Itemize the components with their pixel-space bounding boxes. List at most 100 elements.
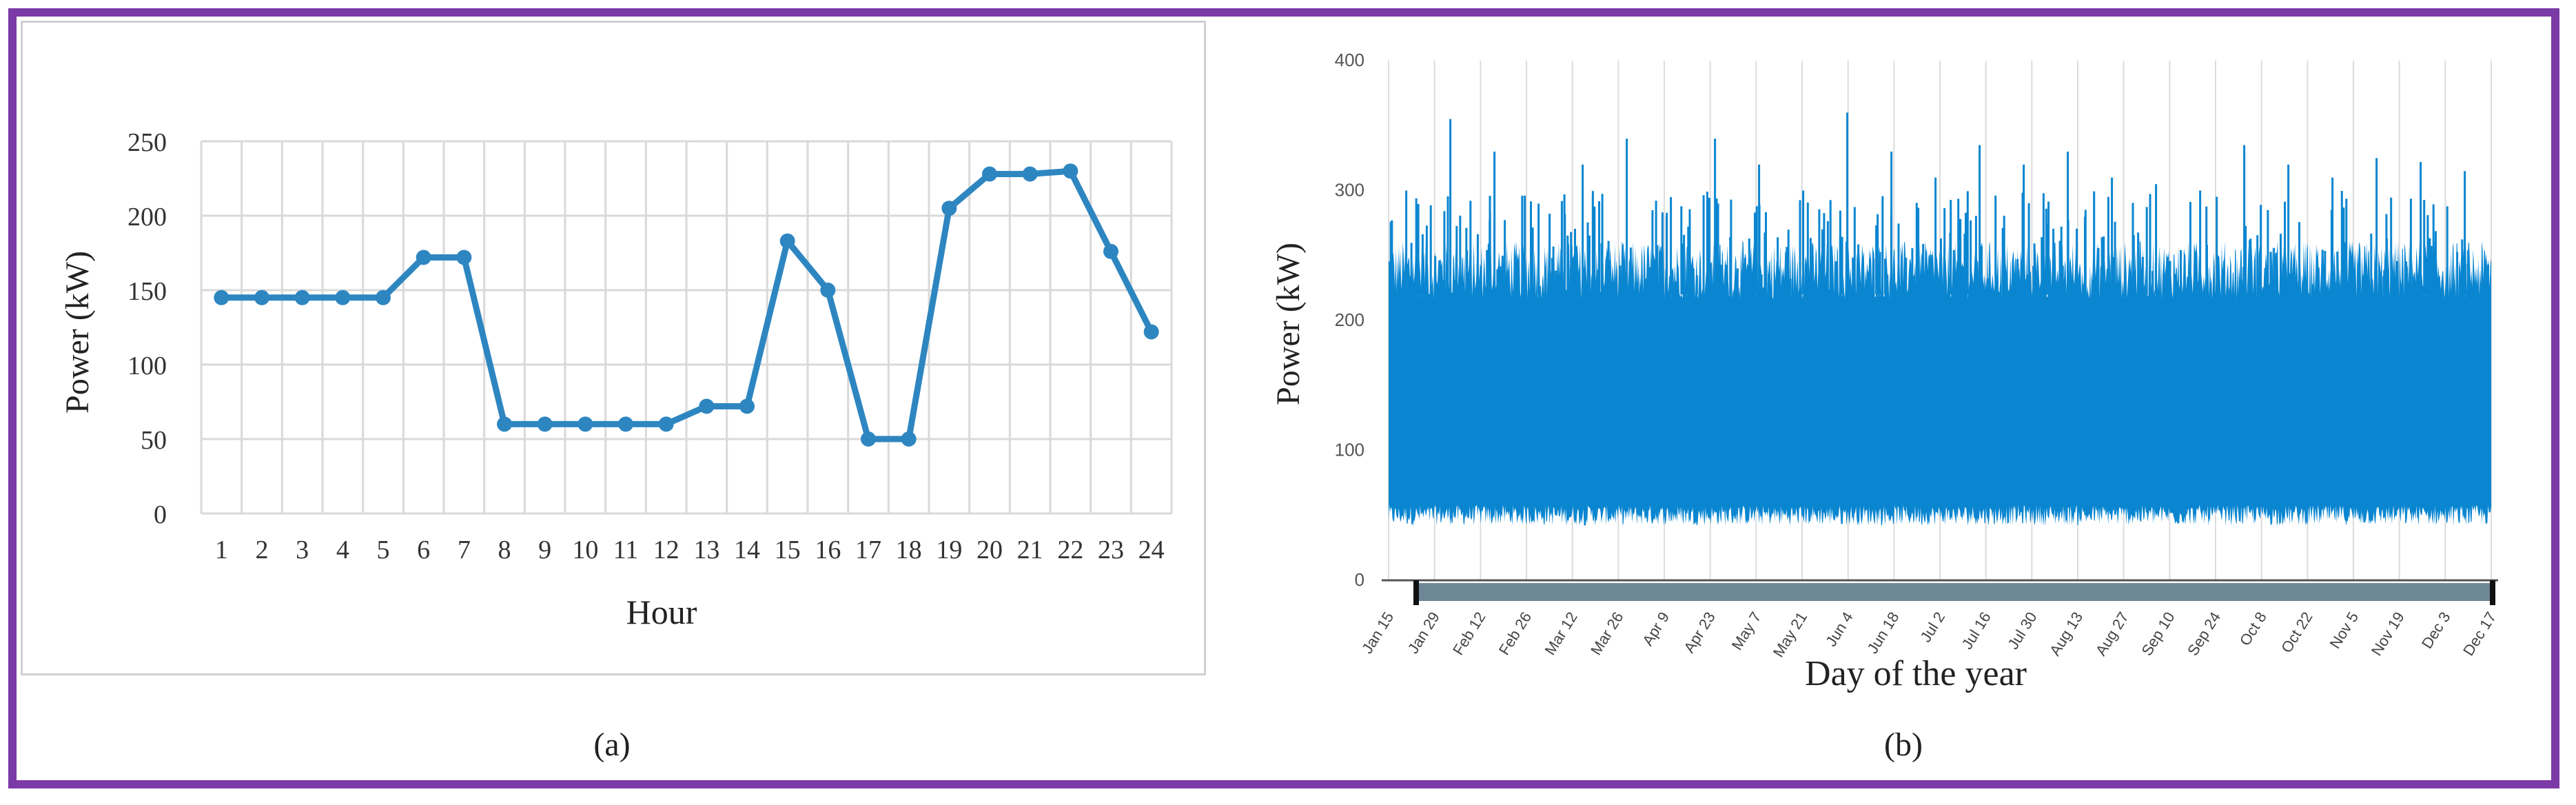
- panel-a-x-tick-label: 12: [653, 536, 679, 564]
- panel-b-scroll-handle-right[interactable]: [2490, 580, 2495, 605]
- panel-a-point: [294, 289, 310, 305]
- panel-b-y-tick-label: 100: [1335, 440, 1364, 460]
- panel-a-x-tick-label: 4: [336, 536, 349, 564]
- panel-b-x-tick-label: Mar 12: [1541, 609, 1580, 658]
- panel-b-x-tick-label: May 7: [1728, 609, 1765, 653]
- panel-a-point: [254, 289, 269, 305]
- panel-b-x-tick-label: Mar 26: [1587, 609, 1626, 658]
- panel-b-x-tick-label: Jan 15: [1358, 609, 1397, 656]
- panel-a-x-tick-label: 3: [296, 536, 309, 564]
- panel-a-x-tick-label: 10: [572, 536, 598, 564]
- panel-a-x-tick-label: 2: [256, 536, 269, 564]
- panel-a-x-tick-label: 15: [775, 536, 801, 564]
- panel-a-label: (a): [593, 726, 630, 763]
- panel-a-x-tick-label: 24: [1138, 536, 1165, 564]
- panel-b-x-tick-label: Nov 19: [2368, 609, 2408, 658]
- panel-b-x-axis-label: Day of the year: [1805, 654, 2027, 693]
- panel-a-x-tick-label: 13: [693, 536, 719, 564]
- panel-b-x-tick-label: Aug 27: [2092, 609, 2132, 658]
- panel-a-point: [577, 416, 593, 432]
- panel-a-x-tick-label: 1: [215, 536, 228, 564]
- panel-b-x-tick-label: Aug 13: [2046, 609, 2086, 658]
- panel-a-point: [497, 416, 512, 432]
- panel-b-x-tick-labels: Jan 15 Jan 29 Feb 12 Feb 26 Mar 12 Mar 26 Apr …: [1358, 609, 2500, 660]
- panel-b-y-tick-label: 200: [1335, 309, 1364, 330]
- panel-b-x-tick-label: Oct 8: [2236, 609, 2270, 649]
- panel-a-point: [1103, 243, 1118, 259]
- panel-a-x-tick-label: 5: [377, 536, 390, 564]
- panel-a-point: [376, 289, 391, 305]
- panel-a-point: [335, 289, 351, 305]
- panel-a-x-tick-label: 8: [498, 536, 511, 564]
- panel-a-point: [416, 249, 431, 265]
- panel-a-point: [1143, 324, 1159, 340]
- panel-a-point: [739, 398, 755, 414]
- panel-a-point: [456, 249, 472, 265]
- panel-a-y-tick-label: 0: [154, 500, 167, 529]
- panel-b-spikes: [1389, 112, 2489, 295]
- panel-b-y-tick-labels: 0 100 200 300 400: [1335, 50, 1364, 590]
- panel-b-x-tick-label: Jul 16: [1959, 609, 1994, 652]
- panel-b-x-tick-label: Dec 3: [2418, 609, 2454, 651]
- panel-a-x-tick-label: 11: [613, 536, 639, 564]
- panel-a-point: [537, 416, 553, 432]
- panel-a-y-tick-label: 100: [127, 351, 167, 380]
- panel-a-x-tick-label: 19: [936, 536, 962, 564]
- panel-a-x-tick-label: 20: [977, 536, 1003, 564]
- panel-b-scrollbar[interactable]: [1415, 583, 2493, 601]
- panel-a-point: [1063, 163, 1079, 179]
- panel-a-x-tick-label: 7: [458, 536, 471, 564]
- panel-a-x-tick-label: 6: [417, 536, 430, 564]
- panel-a-point: [901, 431, 917, 447]
- panel-b-x-tick-label: Nov 5: [2327, 609, 2362, 651]
- panel-a-point: [658, 416, 674, 432]
- panel-a-point: [214, 289, 229, 305]
- panel-a-point: [861, 431, 876, 447]
- panel-b-x-tick-label: Jan 29: [1404, 609, 1443, 656]
- panel-a-x-tick-labels: 1 2 3 4 5 6 7 8 9 10 11 12 13 14 15 16 17 18 19 20 21 22 23 24: [215, 536, 1165, 564]
- panel-a-y-tick-label: 50: [141, 426, 167, 455]
- panel-a-x-tick-label: 23: [1098, 536, 1124, 564]
- panel-a-x-tick-label: 17: [855, 536, 881, 564]
- panel-a-point: [779, 233, 795, 249]
- panel-a-x-tick-label: 21: [1017, 536, 1043, 564]
- panel-a-x-tick-label: 9: [538, 536, 551, 564]
- panel-b-x-tick-label: Apr 9: [1639, 609, 1673, 649]
- panel-b-area-series: [1389, 241, 2491, 526]
- panel-a-points: [214, 163, 1159, 447]
- panel-b-x-tick-label: May 21: [1770, 609, 1810, 660]
- panel-a-point: [699, 398, 715, 414]
- panel-a-y-tick-labels: 0 50 100 150 200 250: [127, 128, 167, 529]
- panel-b-x-tick-label: Sep 10: [2138, 609, 2178, 658]
- panel-b-y-tick-label: 400: [1335, 50, 1364, 70]
- panel-a-point: [618, 416, 633, 432]
- panel-b-x-tick-label: Sep 24: [2184, 609, 2224, 658]
- panel-b-x-tick-label: Jun 4: [1822, 609, 1857, 649]
- panel-a-point: [982, 166, 997, 182]
- panel-b-x-tick-label: Jul 30: [2004, 609, 2040, 652]
- panel-a-x-tick-label: 18: [896, 536, 922, 564]
- panel-a-box: [21, 21, 1206, 675]
- panel-b-y-tick-label: 0: [1355, 569, 1364, 590]
- panel-b-x-tick-label: Oct 22: [2278, 609, 2316, 655]
- panel-b-scroll-handle-left[interactable]: [1413, 580, 1419, 605]
- panel-a-x-axis-label: Hour: [626, 593, 697, 631]
- panel-a-x-tick-label: 14: [734, 536, 760, 564]
- panel-b-x-tick-label: Apr 23: [1680, 609, 1719, 655]
- panel-a-x-tick-label: 22: [1057, 536, 1083, 564]
- panel-a-x-tick-label: 16: [815, 536, 841, 564]
- panel-a-y-tick-label: 200: [127, 203, 167, 232]
- panel-a-point: [820, 283, 836, 298]
- panel-b-label: (b): [1884, 726, 1923, 763]
- panel-a-gridlines: [200, 140, 1173, 515]
- panel-b-x-tick-label: Jun 18: [1863, 609, 1902, 656]
- panel-a-point: [941, 201, 957, 216]
- panel-b-y-axis-label: Power (kW): [1270, 243, 1307, 405]
- panel-a-point: [1022, 166, 1038, 182]
- panel-b-x-tick-label: Feb 26: [1495, 609, 1535, 658]
- panel-a-y-axis-label: Power (kW): [59, 251, 96, 414]
- panel-b-x-tick-label: Dec 17: [2460, 609, 2500, 658]
